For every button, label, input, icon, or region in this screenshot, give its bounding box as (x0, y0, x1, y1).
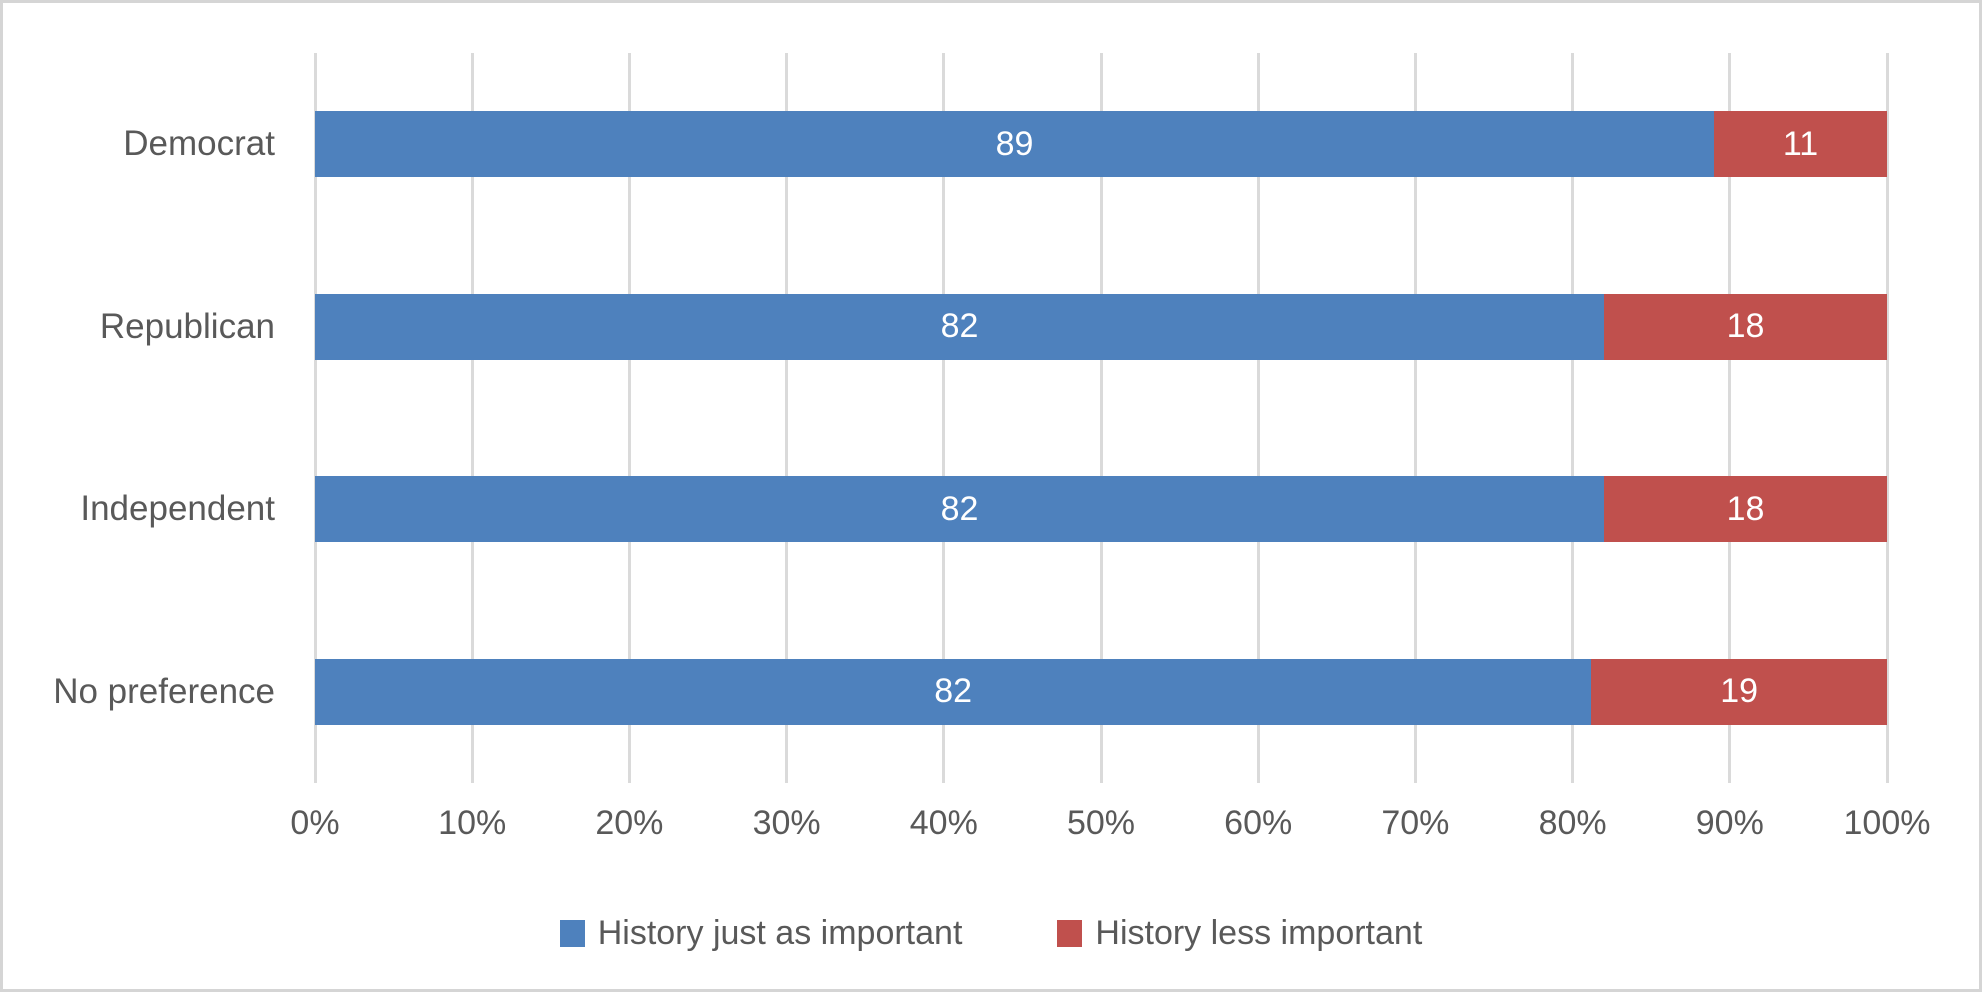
bar-segment-red: 18 (1604, 476, 1887, 543)
bar-segment-blue: 82 (315, 293, 1605, 360)
gridline (1728, 53, 1732, 783)
bar-row: 82 19 (315, 601, 1887, 784)
category-label: Republican (99, 306, 275, 346)
x-axis-tick-label: 60% (1224, 804, 1293, 842)
bar-segment-blue: 82 (315, 658, 1592, 725)
bar-row: 89 11 (315, 53, 1887, 236)
plot-area: 89 11 82 18 82 18 82 19 (313, 53, 1889, 784)
gridline (1099, 53, 1103, 783)
x-axis-tick-label: 0% (290, 804, 340, 842)
bar-value-label: 11 (1782, 124, 1819, 163)
category-axis: Democrat Republican Independent No preferen… (3, 53, 295, 783)
legend-swatch-icon (1057, 919, 1083, 947)
gridline (313, 53, 317, 783)
bar-value-label: 19 (1720, 672, 1759, 711)
stacked-bar: 82 18 (315, 476, 1887, 543)
bar-value-label: 18 (1726, 489, 1765, 528)
gridline (470, 53, 474, 783)
x-axis: 0% 10% 20% 30% 40% 50% 60% 70% 80% 90% 100% (290, 797, 1930, 849)
x-axis-tick-label: 90% (1695, 804, 1764, 842)
x-axis-tick-label: 100% (1843, 804, 1931, 842)
category-label: Democrat (123, 124, 275, 164)
legend-item: History just as important (559, 913, 963, 953)
legend-item: History less important (1057, 914, 1422, 953)
x-axis-tick-label: 40% (909, 804, 978, 842)
legend-swatch-icon (559, 919, 585, 947)
bar-segment-blue: 89 (315, 111, 1715, 178)
x-axis-tick-label: 80% (1538, 804, 1607, 842)
bar-segment-red: 18 (1604, 293, 1887, 360)
gridline (942, 53, 946, 783)
stacked-bar: 89 11 (315, 111, 1887, 178)
legend-label: History less important (1095, 913, 1423, 952)
bar-value-label: 82 (940, 307, 979, 346)
category-label: No preference (53, 671, 275, 711)
stacked-bar: 82 19 (315, 658, 1887, 725)
gridline (1571, 53, 1575, 783)
bar-row: 82 18 (315, 236, 1887, 419)
gridline (1885, 53, 1889, 783)
bar-value-label: 18 (1726, 307, 1765, 346)
x-axis-tick-label: 30% (752, 804, 821, 842)
x-axis-tick-label: 10% (438, 804, 507, 842)
bar-segment-red: 11 (1714, 111, 1887, 178)
gridline (1413, 53, 1417, 783)
x-axis-tick-label: 50% (1066, 804, 1136, 842)
stacked-bar: 82 18 (315, 293, 1887, 360)
bar-segment-blue: 82 (315, 476, 1605, 543)
gridline (785, 53, 789, 783)
x-axis-tick-label: 70% (1381, 804, 1450, 842)
legend: History just as important History less im… (3, 901, 1979, 965)
bar-segment-red: 19 (1591, 658, 1887, 725)
bar-value-label: 82 (934, 672, 973, 711)
gridline (1256, 53, 1260, 783)
x-axis-tick-label: 20% (595, 804, 664, 842)
legend-label: History just as important (597, 913, 963, 952)
bar-row: 82 18 (315, 418, 1887, 601)
gridline (627, 53, 631, 783)
bar-value-label: 89 (995, 124, 1034, 163)
category-label: Independent (80, 489, 275, 529)
bar-value-label: 82 (940, 489, 979, 528)
